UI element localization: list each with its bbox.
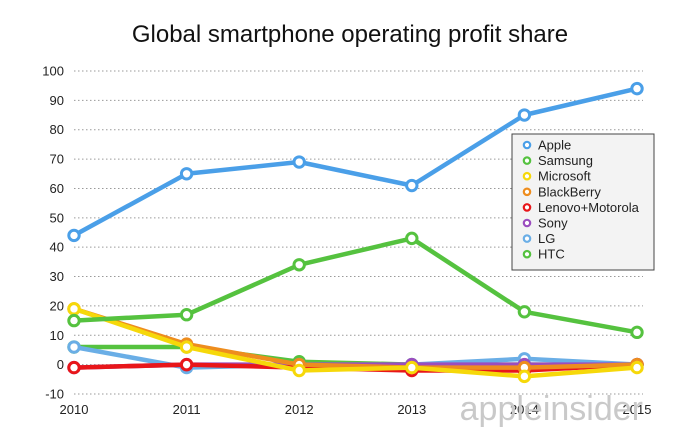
series-line-blackberry — [71, 306, 640, 370]
legend-marker — [522, 234, 532, 243]
data-point-samsung — [179, 308, 194, 322]
series-line-apple — [71, 86, 640, 238]
data-point-microsoft — [179, 340, 194, 354]
legend-item-sony: Sony — [522, 216, 568, 231]
data-point-apple — [179, 167, 194, 181]
data-point-microsoft — [292, 363, 306, 378]
legend-label: LG — [538, 231, 555, 246]
chart-title: Global smartphone operating profit share — [132, 21, 568, 48]
x-tick-label: 2010 — [60, 402, 89, 417]
y-tick-label: 60 — [50, 181, 64, 196]
y-tick-label: 80 — [50, 122, 64, 137]
y-tick-label: 40 — [50, 240, 64, 255]
series-samsung — [67, 231, 644, 340]
legend: AppleSamsungMicrosoftBlackBerryLenovo+Mo… — [511, 133, 655, 271]
data-point-samsung — [630, 325, 644, 340]
legend-label: Apple — [538, 138, 571, 153]
series-apple — [67, 81, 644, 243]
legend-label: HTC — [538, 247, 565, 262]
data-point-microsoft — [517, 369, 532, 384]
legend-marker — [522, 249, 532, 259]
x-tick-label: 2015 — [623, 402, 652, 417]
legend-label: BlackBerry — [538, 184, 601, 199]
x-axis: 2010 2011 2012 2013 2014 2015 — [60, 402, 652, 417]
legend-item-lenovo-motorola: Lenovo+Motorola — [522, 200, 640, 215]
legend-marker — [522, 187, 532, 197]
legend-box — [511, 133, 655, 271]
y-tick-label: 0 — [57, 357, 64, 372]
y-tick-label: 20 — [50, 298, 64, 313]
series-microsoft — [67, 302, 644, 384]
x-tick-label: 2011 — [173, 402, 201, 417]
data-point-lg — [67, 340, 81, 354]
legend-label: Microsoft — [538, 169, 591, 184]
data-point-apple — [517, 108, 532, 122]
data-point-apple — [292, 155, 306, 169]
y-tick-label: -10 — [45, 387, 64, 402]
legend-marker — [522, 156, 532, 165]
series-line-samsung — [71, 236, 640, 335]
legend-label: Sony — [538, 216, 568, 231]
y-tick-label: 90 — [50, 93, 64, 108]
legend-marker — [522, 140, 532, 150]
legend-marker — [522, 171, 532, 181]
legend-item-microsoft: Microsoft — [522, 169, 591, 184]
data-point-microsoft — [405, 360, 419, 375]
data-point-microsoft — [630, 360, 644, 375]
legend-label: Lenovo+Motorola — [538, 200, 640, 215]
watermark: appleinsider — [460, 390, 643, 428]
data-point-lenovo-motorola — [67, 360, 81, 375]
y-tick-label: 100 — [42, 64, 64, 79]
x-tick-label: 2014 — [510, 402, 539, 417]
legend-marker — [522, 218, 532, 228]
y-tick-label: 70 — [50, 152, 64, 167]
legend-item-samsung: Samsung — [522, 153, 593, 168]
data-point-apple — [67, 228, 81, 243]
y-tick-label: 30 — [50, 269, 64, 284]
x-tick-label: 2013 — [397, 402, 426, 417]
data-point-microsoft — [67, 302, 81, 316]
data-point-samsung — [292, 258, 306, 272]
y-tick-label: 10 — [50, 328, 64, 343]
data-point-samsung — [67, 313, 81, 328]
x-tick-label: 2012 — [285, 402, 314, 417]
y-axis: -10 0 10 20 30 40 50 60 70 80 90 100 — [42, 64, 64, 402]
series-group — [67, 81, 644, 384]
data-point-samsung — [405, 231, 419, 246]
legend-item-blackberry: BlackBerry — [522, 184, 601, 199]
data-point-lenovo-motorola — [179, 357, 194, 372]
legend-marker — [522, 203, 532, 212]
legend-item-htc: HTC — [522, 247, 565, 262]
y-tick-label: 50 — [50, 210, 64, 225]
data-point-apple — [405, 178, 419, 193]
legend-item-apple: Apple — [522, 138, 571, 153]
series-line-microsoft — [71, 306, 640, 379]
legend-label: Samsung — [538, 153, 593, 168]
legend-item-lg: LG — [522, 231, 555, 246]
data-point-samsung — [517, 305, 532, 319]
data-point-apple — [630, 81, 644, 96]
